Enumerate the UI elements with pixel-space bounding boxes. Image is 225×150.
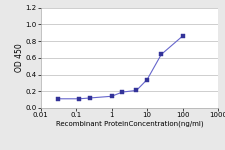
X-axis label: Recombinant ProteinConcentration(ng/ml): Recombinant ProteinConcentration(ng/ml) [56,121,203,128]
Y-axis label: OD 450: OD 450 [15,43,24,72]
